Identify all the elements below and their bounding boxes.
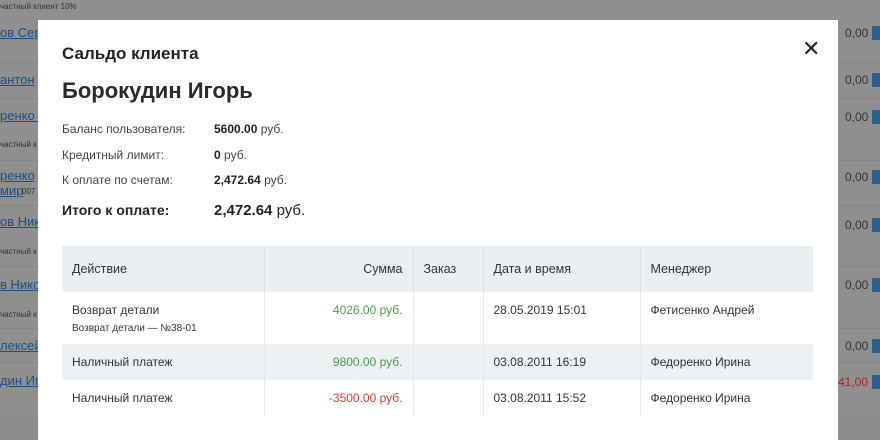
col-datetime: Дата и время <box>483 246 641 292</box>
bg-client-type: частный к <box>0 140 37 149</box>
credit-row: Кредитный лимит: 0 руб. <box>62 148 247 162</box>
trash-icon[interactable] <box>872 110 880 124</box>
action: Возврат детали <box>72 303 160 317</box>
total-value: 2,472.64 <box>214 202 273 219</box>
trash-icon[interactable] <box>872 170 880 184</box>
trash-icon[interactable] <box>872 339 880 353</box>
bg-balance: 0,00 <box>845 170 869 184</box>
table-row: Возврат детали Возврат детали — №38-01 40… <box>62 292 813 344</box>
balance-row: Баланс пользователя: 5600.00 руб. <box>62 122 284 136</box>
bg-client-link[interactable]: ов Сер <box>0 25 42 40</box>
bg-balance: 0,00 <box>845 218 869 232</box>
bg-balance: 0,00 <box>845 26 869 40</box>
trash-icon[interactable] <box>872 73 880 87</box>
balance-value: 5600.00 <box>214 122 258 136</box>
bg-client-link[interactable]: в Нико <box>0 277 41 292</box>
manager: Федоренко Ирина <box>650 391 751 405</box>
bg-balance: 0,00 <box>845 278 869 292</box>
currency-unit: руб. <box>224 148 247 162</box>
col-amount: Сумма <box>264 246 414 292</box>
bg-client-link[interactable]: дин Иг <box>0 373 40 388</box>
datetime: 28.05.2019 15:01 <box>483 292 641 344</box>
bg-balance: 41,00 <box>838 375 869 389</box>
balance-label: Баланс пользователя: <box>62 122 186 136</box>
table-row: Наличный платеж 9800.00 руб. 03.08.2011 … <box>62 344 813 380</box>
invoices-row: К оплате по счетам: 2,472.64 руб. <box>62 173 287 187</box>
order <box>413 344 484 380</box>
amount: -3500.00 руб. <box>264 380 414 416</box>
bg-balance: 0,00 <box>845 339 869 353</box>
action-sub: Возврат детали — №38-01 <box>72 323 197 334</box>
trash-icon[interactable] <box>872 278 880 292</box>
manager: Фетисенко Андрей <box>650 303 755 317</box>
table-header: Действие Сумма Заказ Дата и время Менедж… <box>62 246 813 292</box>
total-row: Итого к оплате: 2,472.64 руб. <box>62 202 305 219</box>
bg-client-link[interactable]: антон <box>0 72 35 87</box>
currency-unit: руб. <box>276 202 306 219</box>
bg-client-link[interactable]: ренко С <box>0 108 48 123</box>
action: Наличный платеж <box>62 344 265 380</box>
bg-client-code: 007 <box>22 187 36 196</box>
modal-title: Сальдо клиента <box>62 44 199 63</box>
bg-client-link[interactable]: ренко мир <box>0 168 35 198</box>
invoices-label: К оплате по счетам: <box>62 173 173 187</box>
datetime: 03.08.2011 15:52 <box>483 380 641 416</box>
table-row: Наличный платеж -3500.00 руб. 03.08.2011… <box>62 380 813 416</box>
order <box>413 292 484 344</box>
total-label: Итого к оплате: <box>62 202 170 218</box>
trash-icon[interactable] <box>872 375 880 389</box>
credit-label: Кредитный лимит: <box>62 148 165 162</box>
col-action: Действие <box>62 246 265 292</box>
credit-value: 0 <box>214 148 221 162</box>
amount: 9800.00 руб. <box>264 344 414 380</box>
bg-client-type: частный к <box>0 310 37 319</box>
col-order: Заказ <box>413 246 484 292</box>
client-name: Борокудин Игорь <box>62 78 253 103</box>
bg-client-type: частный к <box>0 247 37 256</box>
col-manager: Менеджер <box>640 246 813 292</box>
bg-client-link[interactable]: ов Нико <box>0 214 48 229</box>
bg-client-link[interactable]: лексей <box>0 338 42 353</box>
invoices-value: 2,472.64 <box>214 173 261 187</box>
client-balance-modal: Сальдо клиента ✕ Борокудин Игорь Баланс … <box>38 20 838 440</box>
transactions-table: Действие Сумма Заказ Дата и время Менедж… <box>62 246 813 416</box>
trash-icon[interactable] <box>872 26 880 40</box>
order <box>413 380 484 416</box>
bg-balance: 0,00 <box>845 110 869 124</box>
amount: 4026.00 руб. <box>264 292 414 344</box>
bg-balance: 0,00 <box>845 73 869 87</box>
manager: Федоренко Ирина <box>640 344 813 380</box>
bg-client-type: частный клиент 10% <box>0 2 77 11</box>
action: Наличный платеж <box>62 380 265 416</box>
currency-unit: руб. <box>260 122 284 136</box>
currency-unit: руб. <box>264 173 287 187</box>
trash-icon[interactable] <box>872 218 880 232</box>
close-icon[interactable]: ✕ <box>802 36 821 61</box>
datetime: 03.08.2011 16:19 <box>483 344 641 380</box>
